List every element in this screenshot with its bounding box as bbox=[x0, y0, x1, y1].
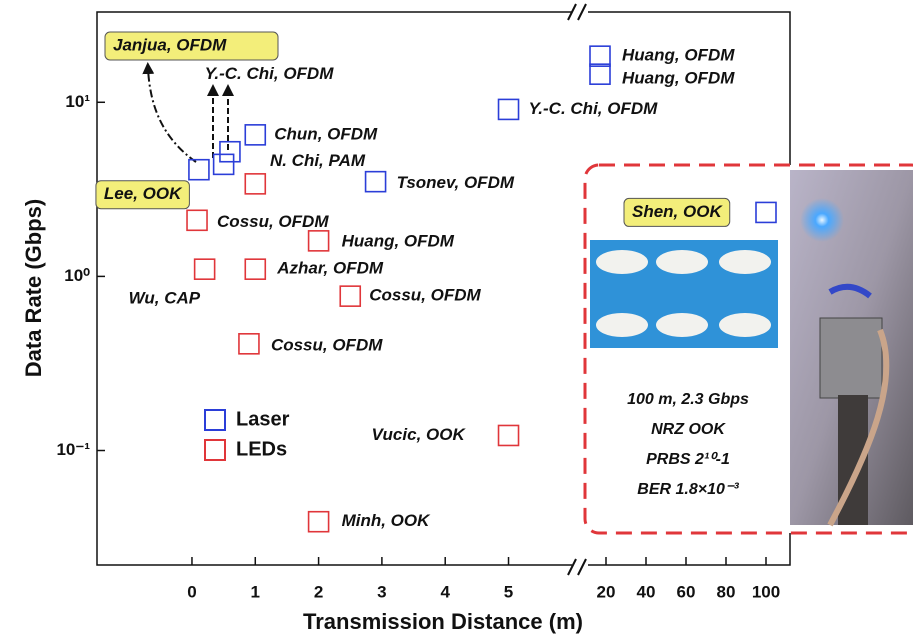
point-label: Vucic, OOK bbox=[372, 425, 467, 444]
data-point bbox=[187, 210, 207, 230]
data-point bbox=[245, 174, 265, 194]
x-tick-label: 100 bbox=[752, 582, 780, 601]
point-label: Lee, OOK bbox=[104, 184, 183, 203]
legend-swatch bbox=[205, 440, 225, 460]
x-tick-label: 3 bbox=[377, 582, 386, 601]
data-point bbox=[366, 172, 386, 192]
inset-text: PRBS 2¹⁰-1 bbox=[646, 451, 730, 468]
point-label: Wu, CAP bbox=[129, 289, 201, 308]
point-label: Tsonev, OFDM bbox=[397, 173, 515, 192]
data-point bbox=[245, 259, 265, 279]
x-axis-title: Transmission Distance (m) bbox=[303, 609, 583, 634]
chart: Janjua, OFDM Data Rate (Gbps) Transmissi… bbox=[0, 0, 913, 641]
point-label: Y.-C. Chi, OFDM bbox=[205, 64, 335, 83]
data-point bbox=[309, 231, 329, 251]
inset-text: NRZ OOK bbox=[651, 421, 726, 438]
data-point bbox=[239, 334, 259, 354]
point-label: Y.-C. Chi, OFDM bbox=[529, 99, 659, 118]
x-tick-label: 60 bbox=[677, 582, 696, 601]
x-tick-label: 0 bbox=[187, 582, 196, 601]
data-point bbox=[195, 259, 215, 279]
point-label: Azhar, OFDM bbox=[276, 259, 384, 278]
x-tick-label: 5 bbox=[504, 582, 513, 601]
data-point bbox=[189, 160, 209, 180]
legend-label: LEDs bbox=[236, 438, 287, 460]
data-point bbox=[340, 286, 360, 306]
data-point bbox=[590, 46, 610, 66]
inset-text: 100 m, 2.3 Gbps bbox=[627, 391, 749, 408]
point-label: Huang, OFDM bbox=[622, 69, 735, 88]
data-point bbox=[214, 154, 234, 174]
x-tick-label: 40 bbox=[637, 582, 656, 601]
point-label: Cossu, OFDM bbox=[271, 335, 383, 354]
point-label: Cossu, OFDM bbox=[217, 212, 329, 231]
point-label: Shen, OOK bbox=[632, 202, 723, 221]
inset-text: BER 1.8×10⁻³ bbox=[637, 481, 739, 498]
data-point bbox=[499, 99, 519, 119]
x-tick-label: 80 bbox=[717, 582, 736, 601]
y-tick-label: 10⁰ bbox=[64, 266, 90, 285]
legend-swatch bbox=[205, 410, 225, 430]
point-label: Huang, OFDM bbox=[342, 231, 455, 250]
x-tick-label: 20 bbox=[597, 582, 616, 601]
data-point bbox=[499, 425, 519, 445]
point-label: Chun, OFDM bbox=[274, 124, 378, 143]
legend-label: Laser bbox=[236, 408, 290, 430]
data-point bbox=[220, 142, 240, 162]
x-tick-label: 1 bbox=[251, 582, 260, 601]
data-point bbox=[590, 64, 610, 84]
annotation: Janjua, OFDM bbox=[113, 35, 227, 54]
data-point bbox=[245, 125, 265, 145]
data-point bbox=[309, 512, 329, 532]
y-tick-label: 10⁻¹ bbox=[56, 440, 90, 459]
x-tick-label: 2 bbox=[314, 582, 323, 601]
point-label: N. Chi, PAM bbox=[270, 151, 366, 170]
x-tick-label: 4 bbox=[440, 582, 450, 601]
point-label: Cossu, OFDM bbox=[369, 286, 481, 305]
point-label: Huang, OFDM bbox=[622, 46, 735, 65]
point-label: Minh, OOK bbox=[342, 511, 432, 530]
y-tick-label: 10¹ bbox=[65, 92, 90, 111]
y-axis-title: Data Rate (Gbps) bbox=[21, 199, 46, 377]
